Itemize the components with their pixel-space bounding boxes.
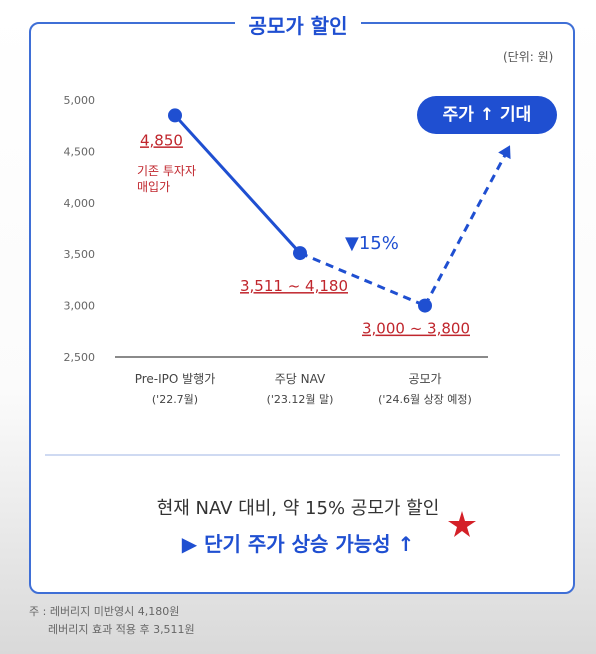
- y-tick-label: 3,500: [64, 248, 96, 261]
- y-tick-label: 4,000: [64, 197, 96, 210]
- y-tick-label: 2,500: [64, 351, 96, 364]
- x-tick-label: 공모가: [408, 372, 441, 386]
- data-label: 3,511 ~ 4,180: [240, 277, 348, 295]
- y-tick-label: 4,500: [64, 145, 96, 158]
- x-tick-sublabel: ('23.12월 말): [267, 393, 334, 406]
- discount-annotation: ▼15%: [345, 233, 399, 254]
- data-label: 4,850: [140, 131, 183, 149]
- x-axis-labels: Pre-IPO 발행가 ('22.7월) 주당 NAV ('23.12월 말) 공모가 (…: [135, 371, 472, 406]
- expectation-badge: 주가 ↑ 기대: [417, 96, 557, 134]
- y-tick-label: 5,000: [64, 94, 96, 107]
- star-icon: [448, 511, 476, 537]
- projection-line: [423, 152, 508, 307]
- x-tick-label: 주당 NAV: [275, 372, 326, 386]
- x-tick-sublabel: ('22.7월): [152, 393, 198, 406]
- footnote-line1: 주 : 레버리지 미반영시 4,180원: [29, 605, 180, 618]
- x-tick-sublabel: ('24.6월 상장 예정): [378, 393, 472, 406]
- unit-label: (단위: 원): [503, 50, 554, 64]
- data-label: 3,000 ~ 3,800: [362, 320, 470, 338]
- projection-arrow-icon: [498, 145, 511, 160]
- summary-line1: 현재 NAV 대비, 약 15% 공모가 할인: [156, 498, 440, 519]
- footnote-line2: 레버리지 효과 적용 후 3,511원: [48, 623, 195, 636]
- y-axis: 2,500 3,000 3,500 4,000 4,500 5,000: [64, 94, 96, 364]
- series-line-solid: [173, 114, 302, 255]
- preipo-note-line2: 매입가: [137, 180, 170, 194]
- data-point: [293, 246, 307, 261]
- series-line-dashed: [299, 251, 426, 307]
- data-point: [168, 108, 182, 123]
- data-point: [418, 298, 432, 313]
- y-tick-label: 3,000: [64, 300, 96, 313]
- x-tick-label: Pre-IPO 발행가: [135, 371, 216, 386]
- preipo-note-line1: 기존 투자자: [137, 164, 196, 178]
- summary-line2: ▶ 단기 주가 상승 가능성 ↑: [181, 532, 415, 556]
- chart-title: 공모가 할인: [0, 10, 596, 39]
